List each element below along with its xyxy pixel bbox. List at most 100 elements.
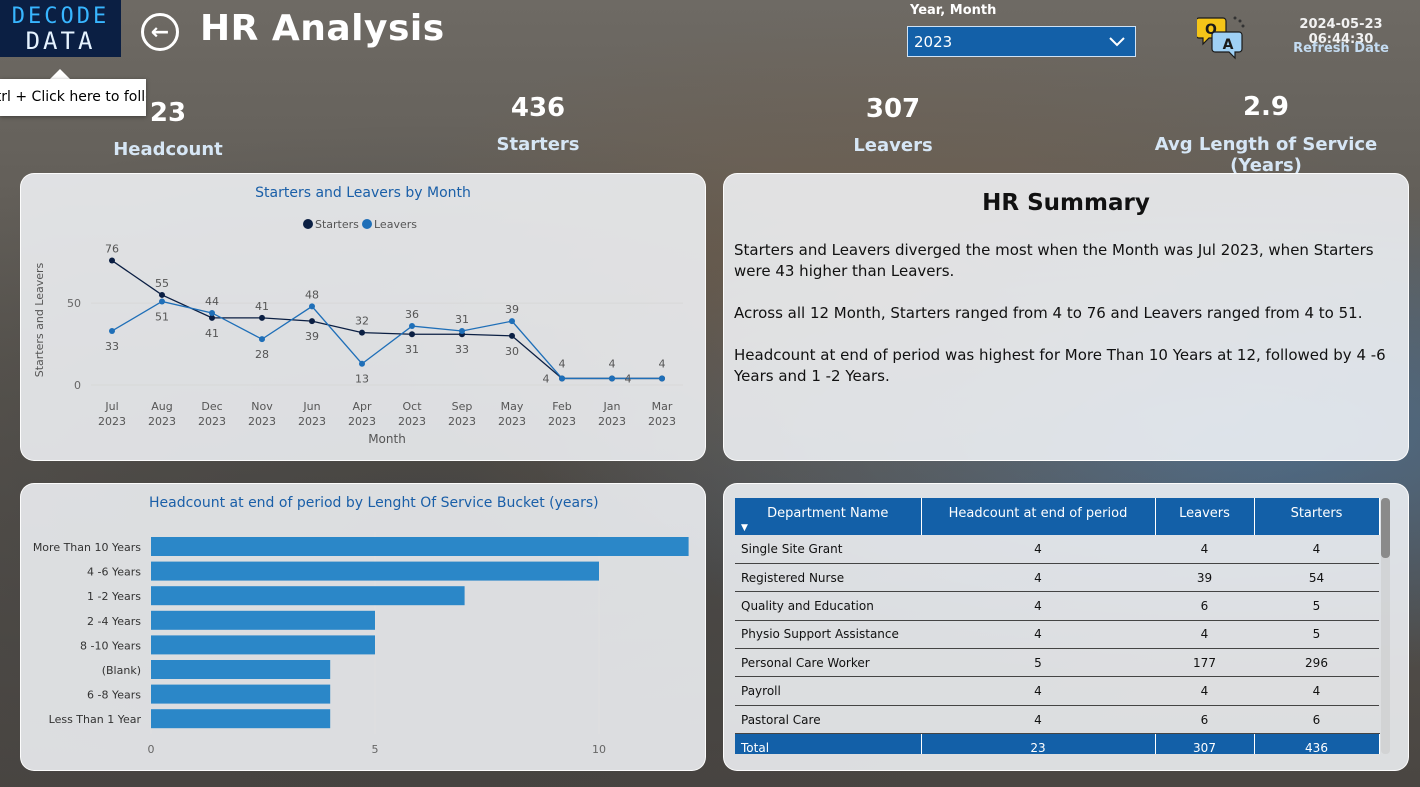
decode-data-logo[interactable]: DECODE DATA <box>0 0 121 57</box>
chart-legend[interactable]: Starters Leavers <box>303 218 417 231</box>
data-point-leavers[interactable] <box>359 360 365 367</box>
data-point-leavers[interactable] <box>509 318 515 325</box>
cell-department: Payroll <box>735 676 921 706</box>
series-line-starters[interactable] <box>111 260 662 380</box>
q-and-a-icon[interactable]: Q A <box>1197 14 1247 62</box>
bar[interactable] <box>151 709 331 729</box>
x-tick-label: 5 <box>372 743 379 756</box>
cell-leavers: 177 <box>1155 648 1254 678</box>
back-button[interactable]: ← <box>141 13 179 51</box>
data-label-leavers: 4 <box>543 372 550 385</box>
bar[interactable] <box>151 561 599 581</box>
data-point-starters[interactable] <box>109 257 115 264</box>
summary-paragraph: Starters and Leavers diverged the most w… <box>734 241 1374 280</box>
data-point-leavers[interactable] <box>209 309 215 316</box>
total-headcount: 23 <box>921 733 1156 754</box>
column-header-starters[interactable]: Starters <box>1254 498 1380 535</box>
data-point-leavers[interactable] <box>659 375 665 382</box>
legend-marker <box>362 219 372 229</box>
data-point-starters[interactable] <box>409 331 415 338</box>
year-month-slicer[interactable]: 2023 <box>907 26 1136 57</box>
column-header-department[interactable]: Department Name ▼ <box>735 498 922 535</box>
data-label-leavers: 28 <box>255 348 269 361</box>
table-row[interactable]: Single Site Grant 4 4 4 <box>735 535 1379 564</box>
table-row[interactable]: Registered Nurse 4 39 54 <box>735 563 1379 593</box>
series-line-leavers[interactable] <box>111 300 662 380</box>
follow-link-tooltip: Ctrl + Click here to follow link <box>0 79 146 116</box>
arrow-left-circle-icon: ← <box>150 19 170 45</box>
refresh-datetime: 2024-05-23 06:44:30 <box>1299 17 1383 47</box>
line-chart[interactable]: Starters Leavers 0 50 Starters and Leavers Ju… <box>21 174 707 462</box>
table-row[interactable]: Personal Care Worker 5 177 296 <box>735 648 1379 678</box>
cell-starters: 5 <box>1254 620 1379 650</box>
data-point-starters[interactable] <box>359 329 365 336</box>
x-tick-label: Jun 2023 <box>298 400 326 428</box>
department-table[interactable]: Department Name ▼ Headcount at end of pe… <box>735 498 1380 754</box>
data-label-leavers: 48 <box>305 288 319 301</box>
data-label-leavers: 13 <box>355 373 369 386</box>
cell-starters: 296 <box>1254 648 1379 678</box>
data-point-leavers[interactable] <box>459 327 465 334</box>
column-header-leavers[interactable]: Leavers <box>1155 498 1255 535</box>
cell-headcount: 5 <box>921 648 1155 678</box>
service-bucket-chart-card[interactable]: Headcount at end of period by Lenght Of … <box>20 483 706 771</box>
data-label-leavers: 39 <box>505 303 519 316</box>
data-point-leavers[interactable] <box>609 375 615 382</box>
table-row[interactable]: Quality and Education 4 6 5 <box>735 591 1379 621</box>
starters-leavers-chart-card[interactable]: Starters and Leavers by Month Starters Le… <box>20 173 706 461</box>
kpi-avg-service-value: 2.9 <box>1242 92 1290 122</box>
x-tick-label: 10 <box>592 743 606 756</box>
bar[interactable] <box>151 537 689 556</box>
table-scrollbar[interactable] <box>1381 498 1390 754</box>
data-point-leavers[interactable] <box>109 327 115 334</box>
slicer-value: 2023 <box>914 32 953 51</box>
line-chart-title: Starters and Leavers by Month <box>255 185 471 201</box>
x-tick-label: Nov 2023 <box>248 400 276 428</box>
bar[interactable] <box>151 586 465 606</box>
data-point-leavers[interactable] <box>559 375 565 382</box>
bar-chart[interactable]: 0 5 10 More Than 10 Years 4 -6 Years 1 -2 Yea… <box>21 484 707 772</box>
x-tick-label: May 2023 <box>498 400 526 428</box>
bar[interactable] <box>151 684 331 704</box>
data-point-leavers[interactable] <box>409 323 415 330</box>
bar[interactable] <box>151 610 375 630</box>
data-point-starters[interactable] <box>209 314 215 321</box>
column-header-headcount[interactable]: Headcount at end of period <box>921 498 1156 535</box>
data-point-leavers[interactable] <box>259 336 265 343</box>
data-label-starters: 30 <box>505 345 519 358</box>
column-header-label: Department Name <box>767 506 889 521</box>
kpi-starters-value: 436 <box>510 93 566 123</box>
data-label-leavers: 36 <box>405 308 419 321</box>
data-point-starters[interactable] <box>309 318 315 325</box>
kpi-headcount-value: 23 <box>149 98 187 128</box>
cell-leavers: 39 <box>1155 563 1254 593</box>
data-point-leavers[interactable] <box>309 303 315 310</box>
x-tick-label: Feb 2023 <box>548 400 576 428</box>
data-point-starters[interactable] <box>509 332 515 339</box>
cell-department: Personal Care Worker <box>735 648 921 678</box>
data-label-leavers: 4 <box>659 357 666 370</box>
sort-desc-icon[interactable]: ▼ <box>741 523 748 533</box>
table-row[interactable]: Pastoral Care 4 6 6 <box>735 705 1379 735</box>
data-point-leavers[interactable] <box>159 298 165 305</box>
category-label: 1 -2 Years <box>87 590 141 603</box>
department-table-card[interactable]: Department Name ▼ Headcount at end of pe… <box>723 483 1409 771</box>
data-point-starters[interactable] <box>259 314 265 321</box>
page-title: HR Analysis <box>200 8 445 49</box>
cell-department: Physio Support Assistance <box>735 620 921 650</box>
data-label-starters: 41 <box>205 327 219 340</box>
summary-body: Starters and Leavers diverged the most w… <box>734 240 1400 408</box>
table-row[interactable]: Payroll 4 4 4 <box>735 676 1379 706</box>
table-row[interactable]: Physio Support Assistance 4 4 5 <box>735 620 1379 650</box>
bar[interactable] <box>151 660 331 679</box>
x-tick-label: Aug 2023 <box>148 400 176 428</box>
kpi-leavers-label: Leavers <box>853 135 933 156</box>
scrollbar-thumb[interactable] <box>1381 498 1390 558</box>
data-label-starters: 32 <box>355 315 369 328</box>
data-point-starters[interactable] <box>159 291 165 298</box>
legend-marker <box>303 219 313 229</box>
category-label: More Than 10 Years <box>33 541 141 554</box>
bar[interactable] <box>151 635 375 655</box>
refresh-date-label: Refresh Date <box>1293 41 1389 56</box>
summary-paragraph: Headcount at end of period was highest f… <box>734 346 1386 385</box>
